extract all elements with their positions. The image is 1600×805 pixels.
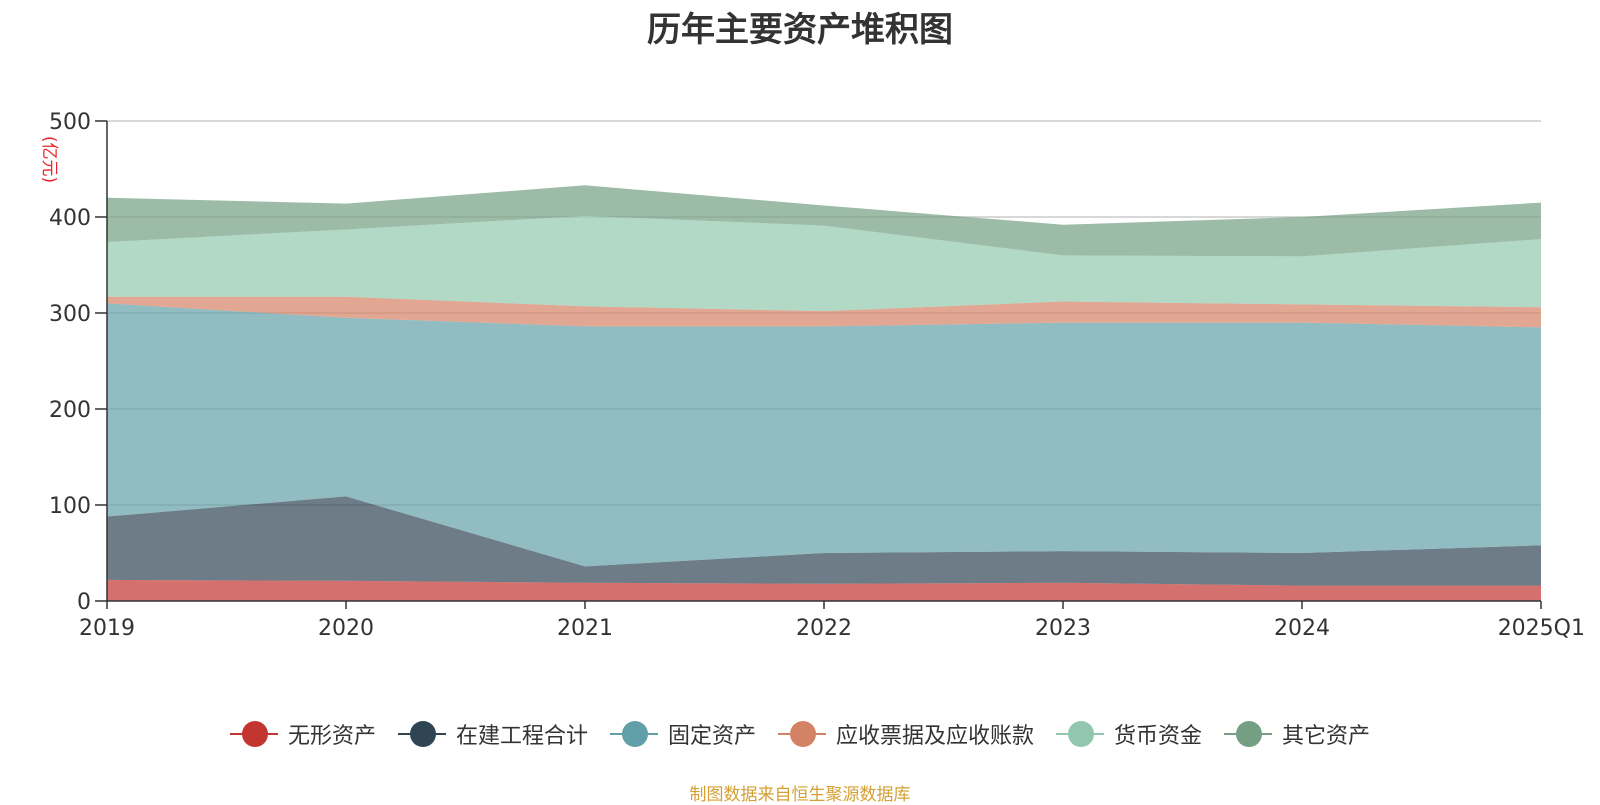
area-series-6	[107, 185, 1541, 257]
legend-item-3[interactable]: 固定资产	[609, 718, 756, 750]
area-series-5	[107, 216, 1541, 312]
axes	[95, 120, 1542, 609]
legend-marker	[778, 721, 826, 747]
area-series-4	[107, 296, 1541, 328]
legend-item-4[interactable]: 应收票据及应收账款	[778, 718, 1034, 750]
legend-marker	[1224, 721, 1273, 747]
y-tick-label: 400	[49, 206, 91, 231]
x-tick-label: 2025Q1	[1498, 616, 1585, 641]
legend-marker	[609, 721, 658, 747]
chart-plot: 0 100 200 300 400 500 2019 2020 2021 2022 2023 2024…	[49, 110, 1585, 641]
legend-marker-dot	[621, 721, 648, 747]
legend-item-2[interactable]: 在建工程合计	[397, 718, 588, 750]
x-tick-label: 2022	[796, 616, 852, 641]
legend-label: 固定资产	[667, 724, 756, 749]
x-tick-label: 2019	[79, 616, 135, 641]
area-series-2	[107, 496, 1541, 586]
legend-marker-dot	[790, 721, 816, 747]
legend-label: 在建工程合计	[455, 724, 588, 749]
legend: 无形资产 在建工程合计 固定资产 应收票据及应收账款 货币资金 其它资产	[0, 718, 1600, 750]
legend-marker-dot	[1236, 721, 1263, 747]
y-tick-label: 0	[77, 590, 91, 615]
x-tick-label: 2024	[1274, 616, 1330, 641]
area-series-1	[107, 579, 1541, 601]
y-tick-label: 500	[49, 110, 91, 135]
legend-label: 应收票据及应收账款	[836, 724, 1035, 749]
legend-item-5[interactable]: 货币资金	[1056, 718, 1202, 750]
tick-labels: 0 100 200 300 400 500 2019 2020 2021 2022 2023 2024…	[49, 110, 1585, 641]
legend-marker	[397, 721, 446, 747]
legend-marker-dot	[409, 721, 436, 747]
y-tick-label: 200	[49, 398, 91, 423]
legend-item-6[interactable]: 其它资产	[1224, 718, 1370, 750]
legend-marker-dot	[1068, 721, 1095, 747]
chart-title: 历年主要资产堆积图	[647, 10, 953, 50]
legend-marker	[229, 721, 278, 747]
legend-marker	[1056, 721, 1105, 747]
stacked-areas	[107, 185, 1541, 601]
area-series-3	[107, 303, 1541, 567]
legend-label: 无形资产	[287, 724, 376, 749]
legend-item-1[interactable]: 无形资产	[229, 718, 376, 750]
x-tick-label: 2020	[318, 616, 374, 641]
y-tick-label: 300	[49, 302, 91, 327]
data-source-note: 制图数据来自恒生聚源数据库	[689, 785, 911, 805]
x-tick-label: 2021	[557, 616, 613, 641]
legend-label: 货币资金	[1114, 724, 1203, 749]
x-tick-label: 2023	[1035, 616, 1091, 641]
y-tick-label: 100	[49, 494, 91, 519]
legend-marker-dot	[241, 721, 268, 747]
legend-label: 其它资产	[1282, 724, 1371, 749]
